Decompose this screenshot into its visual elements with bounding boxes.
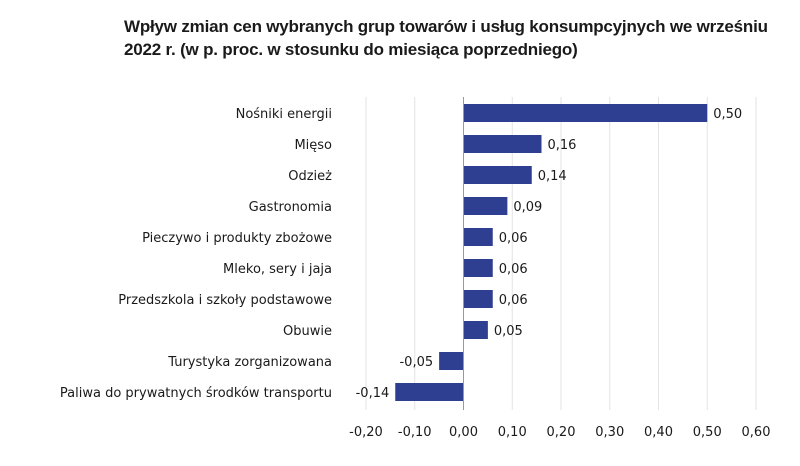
data-label: 0,06: [499, 293, 528, 308]
data-label: 0,06: [499, 231, 528, 246]
data-label: 0,14: [538, 169, 567, 184]
x-tick-label: 0,50: [693, 425, 722, 440]
category-label: Przedszkola i szkoły podstawowe: [118, 293, 332, 308]
bar: [463, 135, 542, 153]
bar: [439, 352, 464, 370]
category-label: Odzież: [288, 169, 332, 184]
x-tick-label: -0,20: [349, 425, 383, 440]
category-label: Mleko, sery i jaja: [223, 262, 332, 277]
bar: [395, 383, 464, 401]
x-tick-label: 0,20: [547, 425, 576, 440]
x-tick-label: 0,30: [595, 425, 624, 440]
category-label: Obuwie: [283, 324, 332, 339]
category-label: Mięso: [294, 138, 332, 153]
category-label: Turystyka zorganizowana: [167, 355, 332, 370]
data-label: 0,16: [548, 138, 577, 153]
bar: [463, 228, 493, 246]
data-label: 0,09: [513, 200, 542, 215]
data-label: -0,14: [356, 386, 390, 401]
x-tick-label: 0,00: [449, 425, 478, 440]
category-label: Nośniki energii: [236, 107, 332, 122]
category-label: Gastronomia: [249, 200, 332, 215]
bar: [463, 321, 488, 339]
data-label: 0,05: [494, 324, 523, 339]
x-tick-label: 0,60: [742, 425, 771, 440]
x-tick-label: 0,10: [498, 425, 527, 440]
data-label: 0,06: [499, 262, 528, 277]
category-label: Paliwa do prywatnych środków transportu: [60, 386, 332, 401]
data-label: -0,05: [399, 355, 433, 370]
data-label: 0,50: [713, 107, 742, 122]
chart-title: Wpływ zmian cen wybranych grup towarów i…: [124, 17, 768, 59]
x-tick-label: 0,40: [644, 425, 673, 440]
bar: [463, 259, 493, 277]
bar: [463, 290, 493, 308]
x-tick-label: -0,10: [398, 425, 432, 440]
bar: [463, 166, 532, 184]
bar: [463, 104, 708, 122]
category-label: Pieczywo i produkty zbożowe: [142, 231, 332, 246]
bar: [463, 197, 508, 215]
